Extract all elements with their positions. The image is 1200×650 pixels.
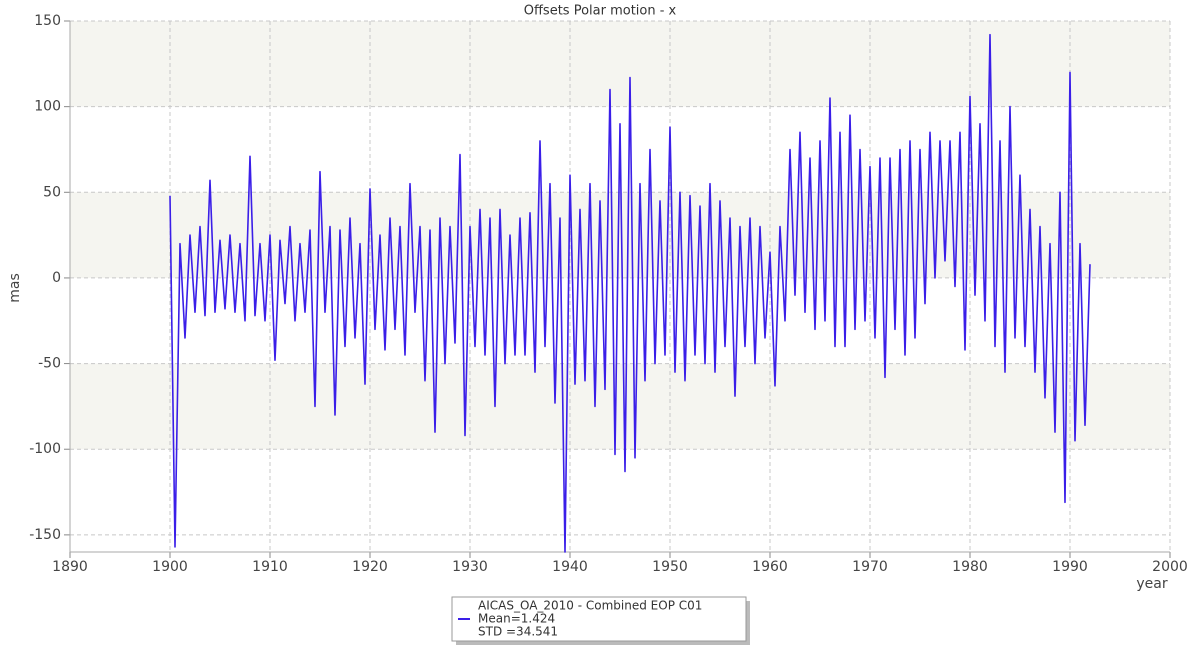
y-tick-label: -150	[29, 527, 61, 543]
x-tick-label: 1940	[552, 559, 588, 575]
x-tick-label: 1960	[752, 559, 788, 575]
x-tick-label: 1970	[852, 559, 888, 575]
legend-label: AICAS_OA_2010 - Combined EOP C01	[478, 599, 702, 613]
series-line	[169, 33, 1091, 553]
y-tick-label: -50	[38, 356, 61, 372]
band	[70, 21, 1170, 107]
legend-std: STD =34.541	[478, 625, 558, 639]
plot	[169, 33, 1091, 553]
x-tick-label: 1950	[652, 559, 688, 575]
band	[70, 363, 1170, 450]
legend-box	[451, 596, 747, 642]
x-axis-label: year	[1136, 576, 1167, 592]
x-tick-label: 2000	[1152, 559, 1188, 575]
legend-mean: Mean=1.424	[478, 612, 555, 626]
x-tick-label: 1980	[952, 559, 988, 575]
x-tick-label: 1900	[152, 559, 188, 575]
x-tick-label: 1910	[252, 559, 288, 575]
x-tick-label: 1930	[452, 559, 488, 575]
y-tick-label: 150	[34, 13, 61, 29]
bands	[70, 21, 1170, 450]
x-tick-label: 1890	[52, 559, 88, 575]
y-tick-label: 50	[43, 184, 61, 200]
x-tick-label: 1990	[1052, 559, 1088, 575]
y-tick-label: -100	[29, 441, 61, 457]
chart-title: Offsets Polar motion - x	[524, 4, 677, 19]
band	[70, 192, 1170, 278]
x-tick-label: 1920	[352, 559, 388, 575]
y-axis-label: mas	[7, 273, 23, 303]
legend: AICAS_OA_2010 - Combined EOP C01 Mean=1.…	[451, 596, 750, 645]
y-tick-label: 100	[34, 99, 61, 115]
y-tick-label: 0	[52, 270, 61, 286]
